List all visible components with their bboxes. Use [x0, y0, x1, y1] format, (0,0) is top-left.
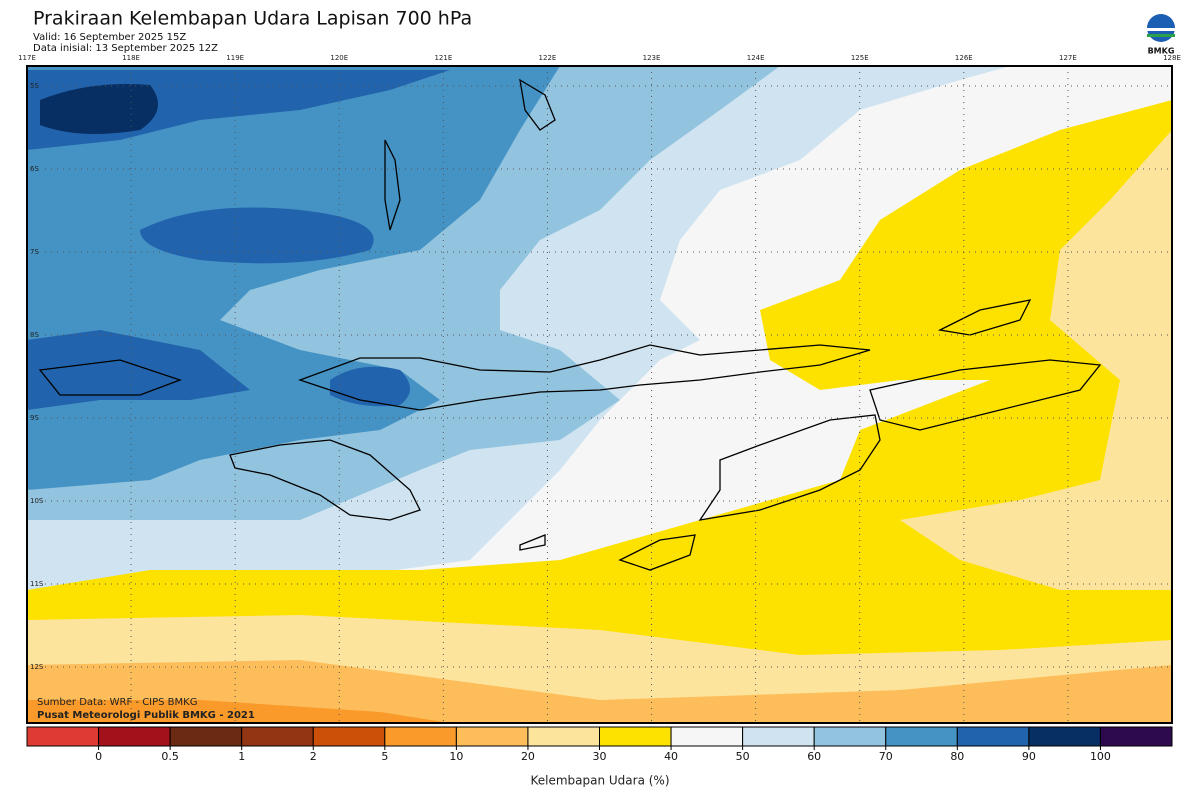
initial-time: Data inisial: 13 September 2025 12Z	[33, 43, 218, 54]
coastline	[298, 344, 871, 411]
colorbar-tick-label: 20	[521, 750, 535, 763]
colorbar-tick-label: 0	[95, 750, 102, 763]
lon-label: 125E	[851, 54, 869, 62]
lat-label: 10S	[30, 497, 44, 505]
logo-text: BMKG	[1148, 47, 1175, 56]
coastline	[229, 439, 421, 521]
lon-label: 127E	[1059, 54, 1077, 62]
colorbar-swatch	[527, 726, 600, 747]
lon-label: 126E	[955, 54, 973, 62]
lon-label: 118E	[122, 54, 140, 62]
coastline	[519, 534, 546, 551]
field-band	[27, 100, 1172, 723]
lat-label: 5S	[30, 82, 39, 90]
colorbar-label: Kelembapan Udara (%)	[530, 774, 669, 788]
credit-note: Pusat Meteorologi Publik BMKG - 2021	[37, 710, 255, 721]
coastline	[937, 299, 1032, 336]
lat-label: 8S	[30, 331, 39, 339]
coastline	[618, 534, 696, 571]
coastline	[519, 78, 556, 131]
colorbar-tick-label: 40	[664, 750, 678, 763]
humidity-field: Sumber Data: WRF - CIPS BMKG Pusat Meteo…	[27, 66, 1172, 723]
lat-label: 7S	[30, 248, 39, 256]
colorbar-tick-label: 80	[950, 750, 964, 763]
colorbar-tick-label: 70	[879, 750, 893, 763]
field-band	[27, 660, 1172, 723]
colorbar-tick-label: 0.5	[161, 750, 179, 763]
field-band	[900, 130, 1172, 590]
coastline	[38, 359, 182, 396]
lat-label: 6S	[30, 165, 39, 173]
colorbar-tick-label: 60	[807, 750, 821, 763]
lon-label: 123E	[643, 54, 661, 62]
colorbar-swatch	[670, 726, 744, 747]
colorbar-tick-label: 2	[310, 750, 317, 763]
lat-label: 12S	[30, 663, 44, 671]
logo: BMKG	[1147, 14, 1175, 56]
colorbar-swatch	[956, 726, 1030, 747]
source-note: Sumber Data: WRF - CIPS BMKG	[37, 697, 197, 708]
map-frame	[26, 65, 1173, 724]
colorbar-swatch	[885, 726, 958, 747]
colorbar-swatch	[455, 726, 529, 747]
colorbar-swatch	[742, 726, 815, 747]
colorbar-tick-label: 30	[593, 750, 607, 763]
colorbar-tick-label: 50	[736, 750, 750, 763]
colorbar-swatch	[813, 726, 887, 747]
coastlines	[38, 78, 1102, 571]
title: Prakiraan Kelembapan Udara Lapisan 700 h…	[33, 8, 472, 30]
colorbar-swatch	[312, 726, 386, 747]
colorbar-swatch	[98, 726, 171, 747]
colorbar-swatch	[1028, 726, 1101, 747]
coastline	[384, 139, 401, 231]
lon-label: 120E	[330, 54, 348, 62]
lon-label: 124E	[747, 54, 765, 62]
colorbar-swatch	[26, 726, 100, 747]
colorbar-tick-label: 5	[381, 750, 388, 763]
colorbar-swatch	[599, 726, 672, 747]
lon-label: 122E	[539, 54, 557, 62]
lat-label: 11S	[30, 580, 44, 588]
colorbar-swatch	[384, 726, 457, 747]
field-band	[140, 207, 374, 264]
colorbar-swatch	[169, 726, 243, 747]
field-band	[40, 84, 158, 134]
field-band	[27, 330, 250, 410]
lon-label: 128E	[1163, 54, 1181, 62]
colorbar-swatch	[1099, 726, 1173, 747]
colorbar-tick-label: 1	[238, 750, 245, 763]
field-band	[27, 700, 450, 723]
lon-label: 121E	[434, 54, 452, 62]
lat-label: 9S	[30, 414, 39, 422]
lon-label: 119E	[226, 54, 244, 62]
colorbar-swatch	[241, 726, 314, 747]
valid-time: Valid: 16 September 2025 15Z	[33, 32, 186, 43]
coastline	[698, 414, 881, 521]
lon-label: 117E	[18, 54, 36, 62]
logo-stripe	[1147, 28, 1175, 31]
logo-stripe	[1147, 34, 1175, 37]
colorbar-tick-label: 100	[1090, 750, 1111, 763]
colorbar-tick-label: 10	[449, 750, 463, 763]
colorbar-tick-label: 90	[1022, 750, 1036, 763]
coastline	[869, 359, 1102, 431]
